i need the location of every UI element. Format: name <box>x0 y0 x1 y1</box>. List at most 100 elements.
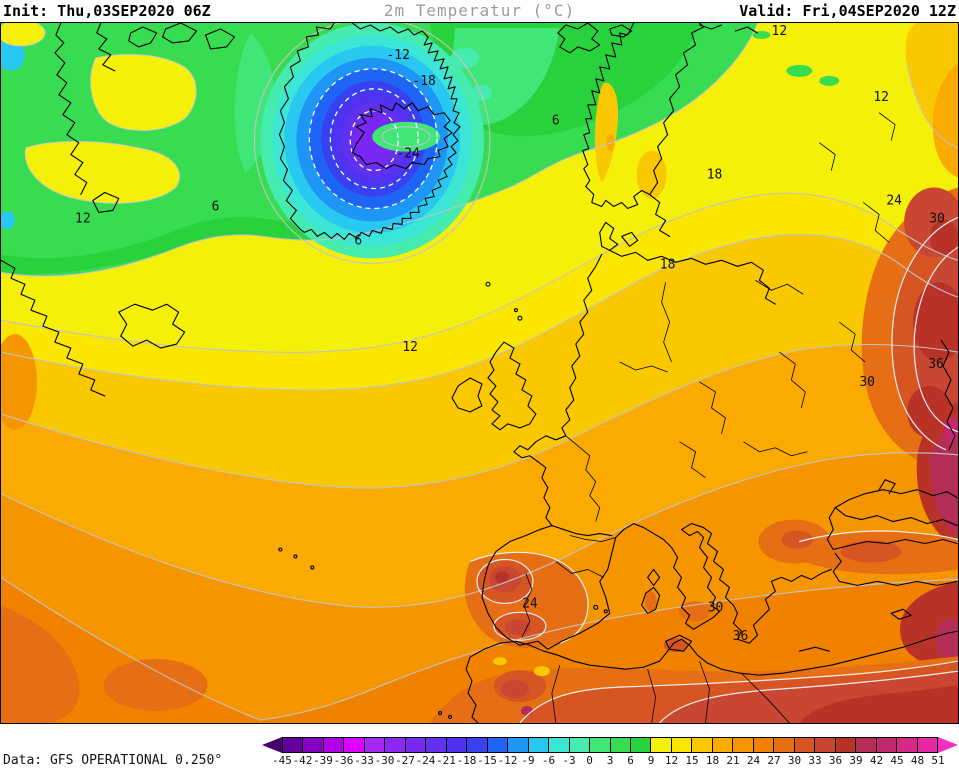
map-canvas: -12-18 -24 6 6 6 12 12 12 12 18 18 24 30 36 30 24 30 36 <box>1 23 958 723</box>
mediterranean-coast <box>615 523 832 644</box>
legend-below-range-arrow <box>262 737 282 753</box>
legend-tick: -18 <box>456 754 477 767</box>
legend-tick: -30 <box>374 754 395 767</box>
contour-value-label: 24 <box>522 596 538 611</box>
legend-color-segment <box>590 738 611 752</box>
legend-color-segment <box>467 738 488 752</box>
legend-tick: 45 <box>890 754 904 767</box>
contour-value-label: -24 <box>396 147 420 162</box>
legend-tick: 9 <box>647 754 655 767</box>
legend-color-segment <box>712 738 734 752</box>
temperature-map: -12 -18 -24 6 6 6 12 12 12 12 18 18 24 30 36 30 24 30 36 <box>0 22 959 724</box>
legend-color-segment <box>426 738 447 752</box>
legend-color-segment <box>815 738 836 752</box>
legend-tick: -36 <box>333 754 354 767</box>
legend-tick: 6 <box>627 754 634 767</box>
contour-value-label: 12 <box>873 90 889 105</box>
map-title: 2m Temperatur (°C) <box>383 1 576 20</box>
legend-tick: 39 <box>849 754 863 767</box>
contour-value-label: 18 <box>707 168 723 183</box>
legend-tick: 3 <box>606 754 614 767</box>
legend-color-segment <box>364 738 386 752</box>
legend-tick: -9 <box>521 754 535 767</box>
island-dot <box>438 710 443 716</box>
legend-tick: -39 <box>313 754 333 767</box>
legend-color-segment <box>446 738 468 752</box>
contour-value-label: 18 <box>660 257 676 272</box>
legend-segments <box>282 737 938 753</box>
legend-tick: 0 <box>586 754 593 767</box>
legend-color-segment <box>753 738 775 752</box>
contour-value-label: 12 <box>772 24 788 39</box>
caspian-coast <box>940 339 956 451</box>
legend-color-segment <box>528 738 550 752</box>
legend-color-segment <box>692 738 713 752</box>
greenland-coast <box>278 23 461 240</box>
legend-above-range-arrow <box>938 737 958 753</box>
contour-value-label: -12 <box>386 48 409 63</box>
legend-tick: 24 <box>746 754 761 767</box>
legend-tick: 48 <box>910 754 925 767</box>
island-dot <box>293 554 298 559</box>
legend-tick: 18 <box>705 754 720 767</box>
africa-coast <box>465 630 958 723</box>
legend-color-segment <box>917 738 937 752</box>
contour-value-label: 30 <box>708 600 724 615</box>
uk-ireland-coast <box>451 341 537 431</box>
legend-color-segment <box>774 738 795 752</box>
island-dot <box>603 609 608 614</box>
scandinavia-coast <box>582 23 705 251</box>
island-dot <box>278 547 283 552</box>
credits: Data: GFS OPERATIONAL 0.250° (C) Wetterz… <box>3 725 222 770</box>
legend-color-segment <box>671 738 693 752</box>
legend-color-segment <box>283 738 304 752</box>
init-timestamp: Init: Thu,03SEP2020 06Z <box>3 2 211 20</box>
legend-color-segment <box>876 738 898 752</box>
legend-tick: -42 <box>292 754 313 767</box>
legend-bar <box>262 737 958 753</box>
legend-tick: 12 <box>664 754 679 767</box>
legend-color-segment <box>610 738 631 752</box>
contour-lines <box>1 23 958 723</box>
legend-tick: -15 <box>477 754 497 767</box>
legend-color-segment <box>794 738 816 752</box>
island-dot <box>485 281 491 287</box>
island-dot <box>448 714 453 720</box>
legend-tick: -45 <box>272 754 292 767</box>
legend-color-segment <box>651 738 672 752</box>
legend-color-segment <box>630 738 652 752</box>
country-borders <box>521 112 896 723</box>
legend-tick: -6 <box>541 754 556 767</box>
footer: Data: GFS OPERATIONAL 0.250° (C) Wetterz… <box>0 724 959 770</box>
legend-tick-labels: -45 -42 -39 -36 -33 -30 -27 -24 -21 -18 -15 -12 -9 -6… <box>272 754 945 767</box>
mediterranean-islands <box>641 568 912 652</box>
legend-tick: 30 <box>787 754 802 767</box>
legend-color-segment <box>856 738 877 752</box>
legend-tick: -27 <box>395 754 415 767</box>
black-sea-coast <box>826 479 958 586</box>
contour-value-label: 6 <box>552 114 560 129</box>
iceland-coast <box>351 102 453 170</box>
island-dot <box>517 315 523 321</box>
europe-coast <box>513 249 776 537</box>
contour-value-label: 36 <box>733 629 749 644</box>
legend-tick: 36 <box>828 754 843 767</box>
contour-labels: -12-18 -24 6 6 6 12 12 12 12 18 18 24 30 36 30 24 30 36 <box>75 24 945 644</box>
island-dot <box>593 604 599 610</box>
legend-color-segment <box>344 738 365 752</box>
legend-tick: -12 <box>497 754 518 767</box>
legend-tick: 27 <box>767 754 781 767</box>
legend-tick: -3 <box>562 754 576 767</box>
legend-tick: 15 <box>685 754 699 767</box>
contour-value-label: 30 <box>859 375 875 390</box>
temperature-legend: -45 -42 -39 -36 -33 -30 -27 -24 -21 -18 -15 -12 -9 -6… <box>262 737 958 769</box>
legend-color-segment <box>487 738 509 752</box>
legend-tick: 21 <box>726 754 740 767</box>
contour-value-label: 36 <box>928 357 944 372</box>
contour-value-label: 6 <box>212 199 220 214</box>
island-dot <box>310 565 315 570</box>
data-source-text: Data: GFS OPERATIONAL 0.250° <box>3 753 223 768</box>
contour-value-label: 12 <box>402 340 418 355</box>
contour-value-label: 6 <box>354 233 362 248</box>
